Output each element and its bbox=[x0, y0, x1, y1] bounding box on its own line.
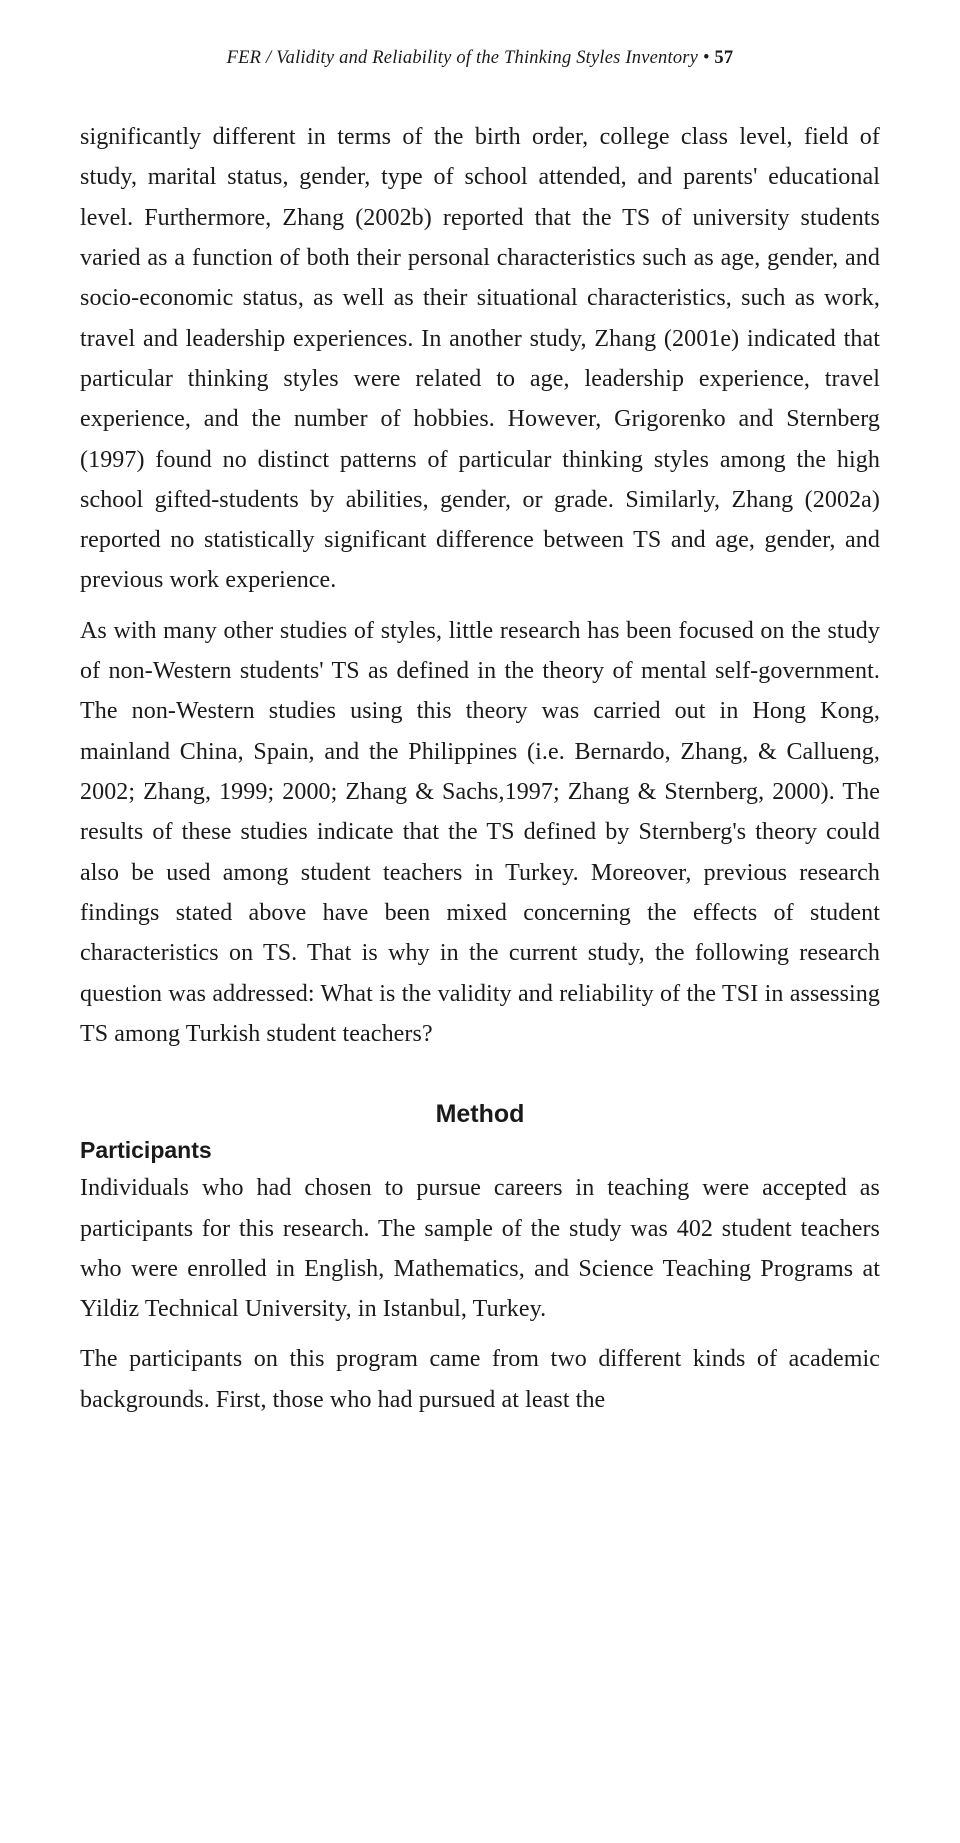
body-paragraph: Individuals who had chosen to pursue car… bbox=[80, 1168, 880, 1329]
body-paragraph: significantly different in terms of the … bbox=[80, 117, 880, 601]
running-head: FER / Validity and Reliability of the Th… bbox=[80, 48, 880, 69]
page: FER / Validity and Reliability of the Th… bbox=[0, 0, 960, 1843]
running-head-journal: FER / bbox=[227, 48, 272, 68]
subsection-title-participants: Participants bbox=[80, 1137, 880, 1164]
body-paragraph: As with many other studies of styles, li… bbox=[80, 611, 880, 1054]
body-paragraph: The participants on this program came fr… bbox=[80, 1339, 880, 1420]
page-number: 57 bbox=[714, 48, 733, 68]
section-title-method: Method bbox=[80, 1100, 880, 1129]
running-head-title: Validity and Reliability of the Thinking… bbox=[276, 48, 698, 68]
running-head-separator: • bbox=[698, 48, 714, 68]
